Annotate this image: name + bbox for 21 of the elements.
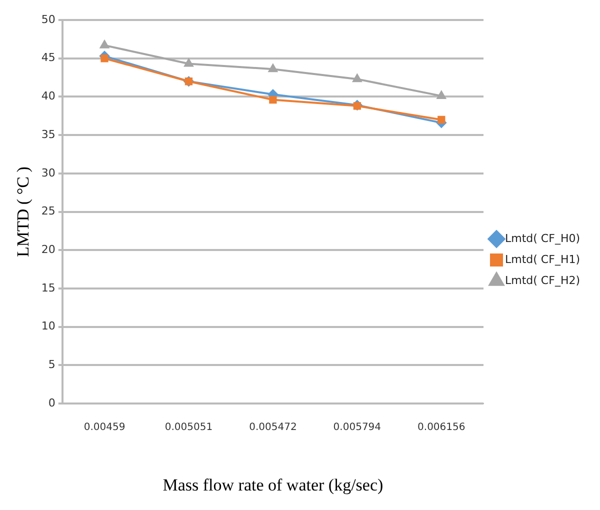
x-tick-label: 0.005051 (164, 422, 213, 434)
y-tick-label: 15 (41, 281, 56, 294)
y-tick-label: 40 (41, 90, 56, 103)
y-tick-label: 25 (41, 204, 56, 218)
y-tick-label: 10 (41, 320, 56, 333)
y-axis-title: LMTD ( °C ) (14, 166, 33, 257)
y-tick-label: 30 (41, 166, 56, 180)
y-tick-label: 50 (41, 12, 56, 26)
x-tick-label: 0.006156 (418, 422, 466, 434)
x-axis-title: Mass flow rate of water (kg/sec) (162, 475, 384, 494)
legend-label: Lmtd( CF_H0) (505, 232, 580, 245)
y-tick-label: 20 (41, 243, 56, 256)
x-tick-label: 0.005794 (333, 422, 382, 434)
x-tick-label: 0.005472 (249, 422, 297, 434)
y-tick-label: 5 (48, 358, 56, 372)
y-tick-label: 35 (41, 128, 56, 141)
legend-label: Lmtd( CF_H1) (505, 252, 580, 266)
x-tick-label: 0.00459 (84, 422, 126, 434)
y-tick-label: 0 (48, 396, 56, 410)
legend-label: Lmtd( CF_H2) (505, 274, 580, 287)
y-tick-label: 45 (41, 51, 56, 64)
